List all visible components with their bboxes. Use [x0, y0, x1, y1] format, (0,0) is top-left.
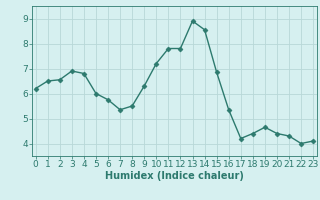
X-axis label: Humidex (Indice chaleur): Humidex (Indice chaleur) — [105, 171, 244, 181]
